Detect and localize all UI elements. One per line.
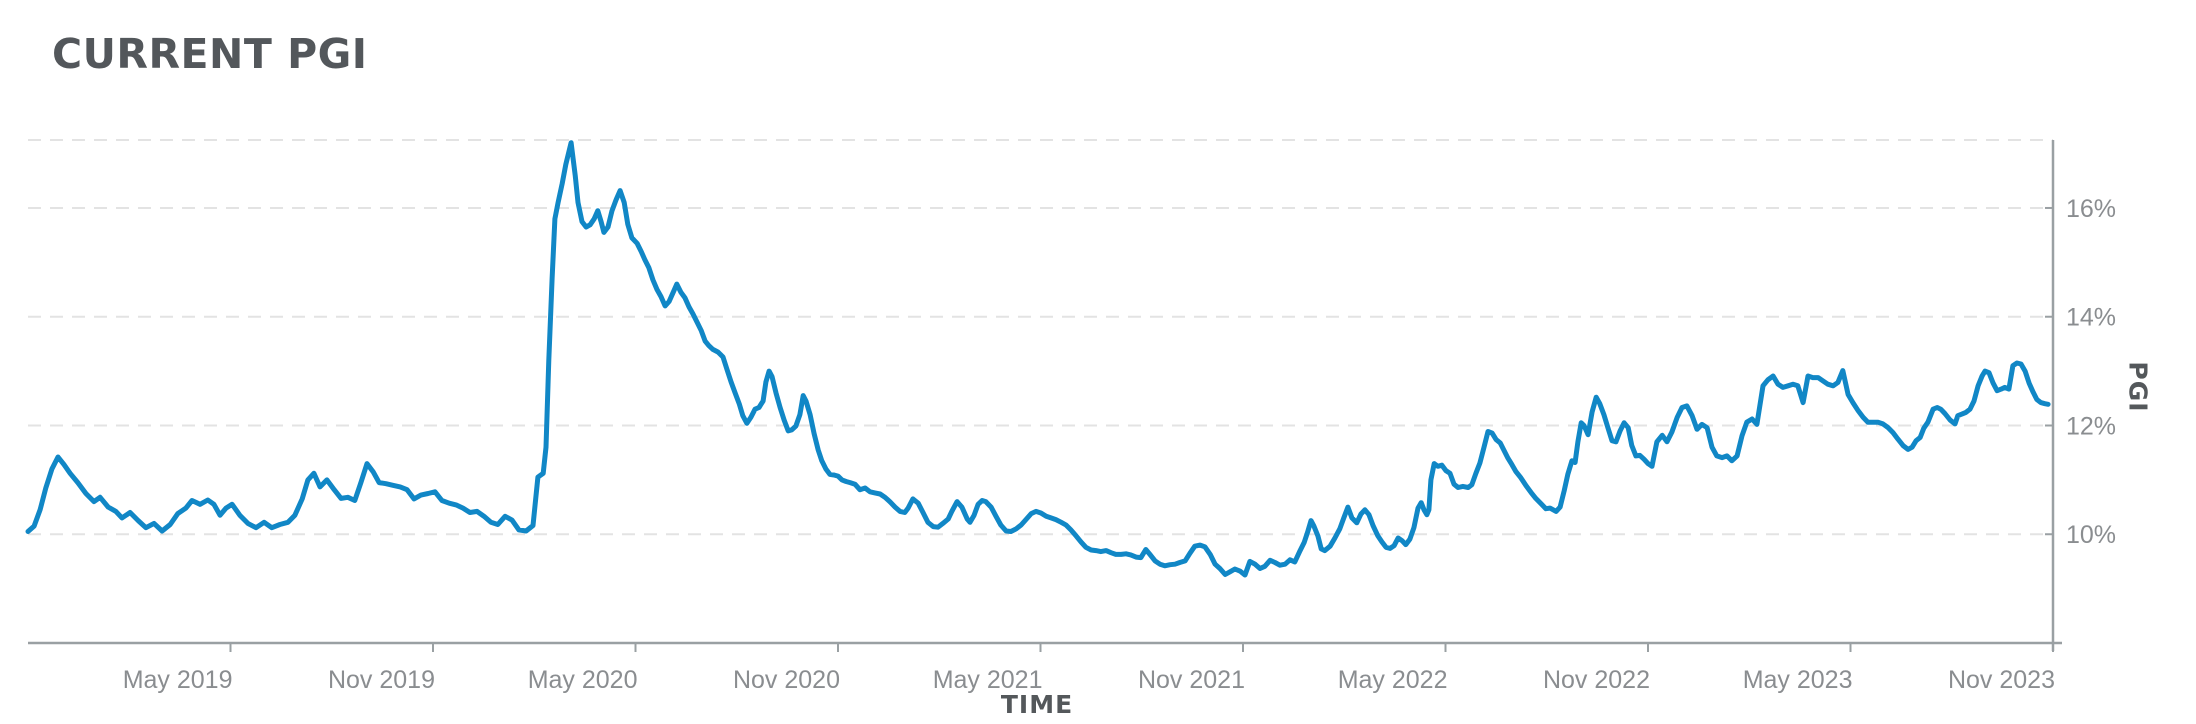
y-tick-label: 10% [2066, 521, 2116, 549]
x-axis-title: TIME [1000, 690, 1074, 719]
x-tick-label: Nov 2022 [1543, 666, 1650, 694]
x-tick-label: Nov 2023 [1948, 666, 2055, 694]
x-tick-label: Nov 2021 [1138, 666, 1245, 694]
chart-title: CURRENT PGI [52, 30, 368, 78]
y-tick-label: 16% [2066, 195, 2116, 223]
x-tick-label: May 2023 [1743, 666, 1853, 694]
x-tick-label: Nov 2020 [733, 666, 840, 694]
y-axis-title: PGI [2123, 361, 2153, 413]
pgi-series-line [25, 140, 2051, 578]
x-tick-label: May 2020 [528, 666, 638, 694]
x-tick-label: May 2022 [1338, 666, 1448, 694]
x-tick-label: May 2019 [123, 666, 233, 694]
y-tick-label: 12% [2066, 412, 2116, 440]
x-tick-label: Nov 2019 [328, 666, 435, 694]
x-tick-label: May 2021 [933, 666, 1043, 694]
y-tick-label: 14% [2066, 304, 2116, 332]
